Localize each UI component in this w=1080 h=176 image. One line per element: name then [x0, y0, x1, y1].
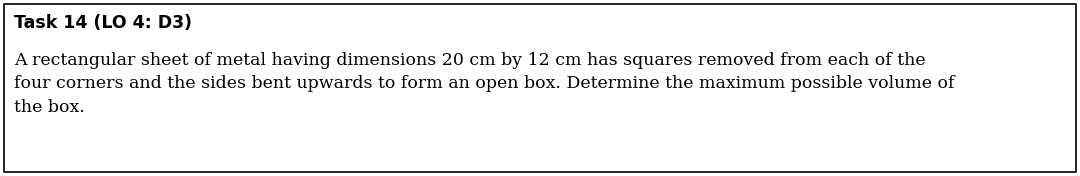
- Text: A rectangular sheet of metal having dimensions 20 cm by 12 cm has squares remove: A rectangular sheet of metal having dime…: [14, 52, 955, 116]
- Text: Task 14 (LO 4: D3): Task 14 (LO 4: D3): [14, 14, 192, 32]
